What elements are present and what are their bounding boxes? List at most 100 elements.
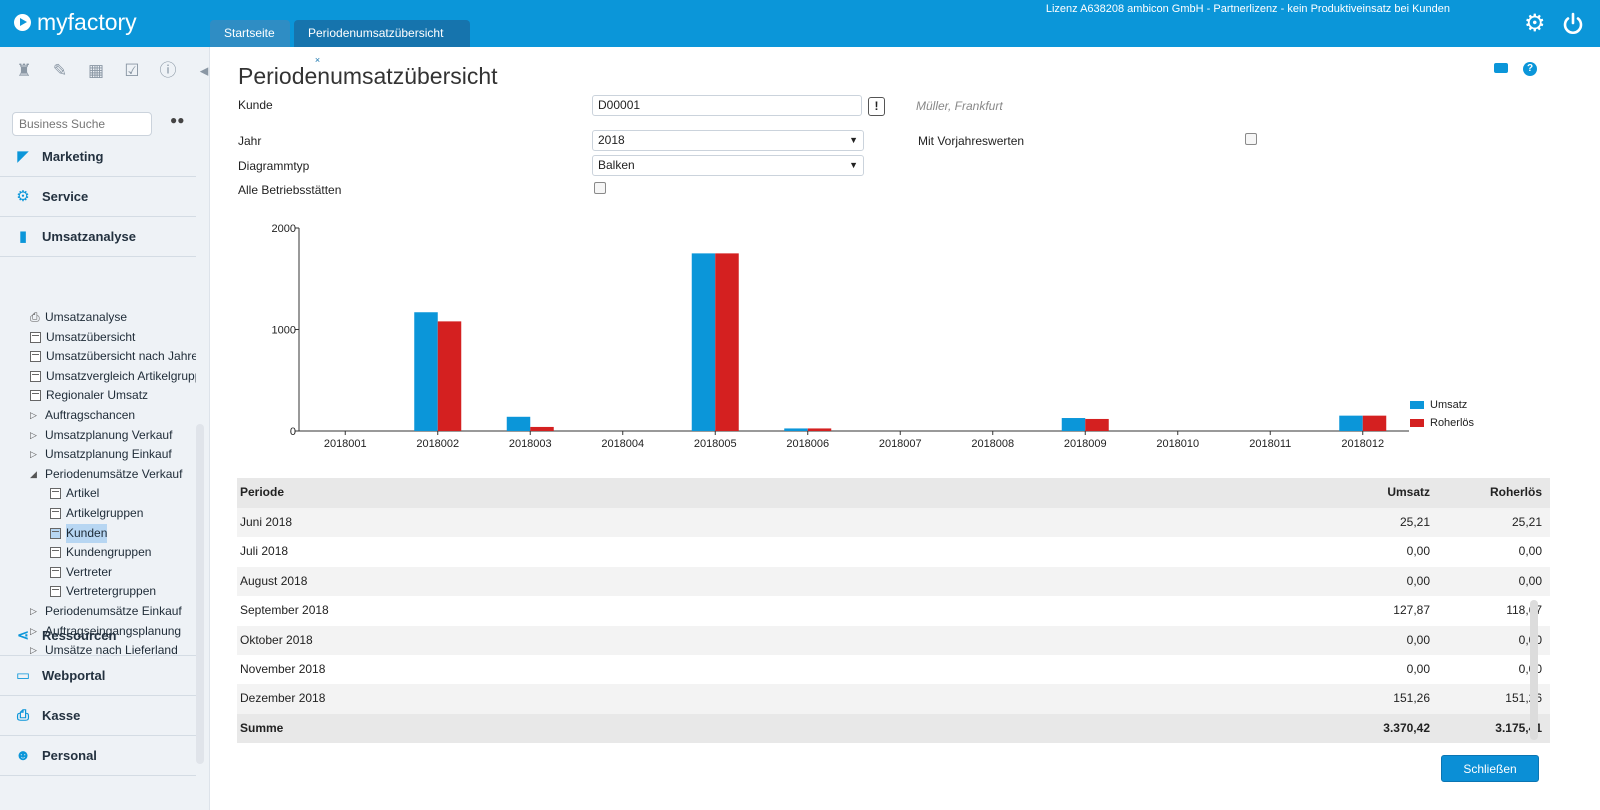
power-icon[interactable] (1561, 12, 1585, 36)
sidebar-section-label: Kasse (42, 708, 81, 723)
x-tick-label: 2018005 (694, 438, 737, 450)
app-logo[interactable]: myfactory (14, 9, 137, 36)
checklist-icon[interactable]: ☑ (124, 61, 140, 80)
tree-item-label: Umsatzplanung Verkauf (45, 427, 173, 442)
sidebar-tree-item[interactable]: ▷ Umsatzplanung Einkauf (30, 445, 196, 464)
bar-umsatz-2018003 (506, 416, 531, 431)
close-button[interactable]: Schließen (1441, 755, 1539, 782)
grid-view-icon (50, 586, 61, 598)
help-icon[interactable]: ? (1523, 62, 1537, 76)
tab-startseite[interactable]: Startseite (210, 20, 290, 47)
table-cell: August 2018 (240, 573, 308, 588)
vorjahr-checkbox[interactable] (1245, 133, 1257, 145)
sidebar-section-umsatzanalyse[interactable]: ▮ Umsatzanalyse (0, 217, 196, 257)
table-cell: September 2018 (240, 603, 329, 618)
sidebar-section-label: Ressourcen (42, 628, 117, 643)
tree-item-label: Regionaler Umsatz (46, 388, 149, 403)
table-row[interactable]: Juli 2018 0,00 0,00 (237, 537, 1550, 566)
tree-item-label: Kundengruppen (66, 545, 152, 560)
expand-triangle-icon[interactable]: ▷ (30, 410, 37, 420)
diagrammtyp-select[interactable]: Balken ▼ (592, 155, 864, 176)
expand-triangle-icon[interactable]: ▷ (30, 625, 37, 636)
info-icon[interactable]: ⓘ (159, 61, 177, 80)
expand-triangle-icon[interactable]: ▷ (30, 449, 37, 460)
table-row[interactable]: Dezember 2018 151,26 151,26 (237, 684, 1550, 714)
table-cell: Oktober 2018 (240, 632, 313, 647)
bar-roherlös-2018002 (437, 321, 462, 431)
table-row[interactable]: September 2018 127,87 118,67 (237, 596, 1550, 625)
mail-icon[interactable] (1494, 63, 1508, 73)
sidebar-tree-item[interactable]: ◢ Periodenumsätze Verkauf (30, 465, 196, 484)
y-tick-label: 2000 (272, 223, 296, 235)
sidebar-tree-item[interactable]: ▷ Auftragseingangsplanung (30, 622, 196, 641)
table-cell: Umsatz (1387, 485, 1430, 499)
collapse-left-icon[interactable]: ◂ (199, 61, 209, 80)
expand-triangle-icon[interactable]: ▷ (30, 645, 37, 656)
sidebar-section-label: Marketing (42, 149, 104, 164)
business-search-input[interactable] (12, 112, 152, 136)
logo-text: myfactory (37, 9, 137, 35)
tab-label: Startseite (224, 26, 275, 40)
sidebar-section-personal[interactable]: ☻ Personal (0, 736, 196, 776)
sidebar-section-marketing[interactable]: ◤ Marketing (0, 137, 196, 177)
betriebsstaetten-checkbox[interactable] (594, 182, 606, 194)
kunde-label: Kunde (238, 98, 273, 112)
expand-triangle-icon[interactable]: ▷ (30, 429, 37, 440)
table-row[interactable]: Oktober 20180,000,00 (237, 625, 1550, 655)
collapse-triangle-icon[interactable]: ◢ (30, 468, 37, 479)
calendar-icon[interactable]: ▦ (87, 61, 105, 80)
sidebar-section-kasse[interactable]: ⎙ Kasse (0, 696, 196, 736)
table-row[interactable]: November 20180,000,00 (237, 655, 1550, 684)
table-sum-row[interactable]: Summe 3.370,42 3.175,41 (237, 713, 1550, 744)
kunde-lookup-button[interactable]: ! (868, 97, 885, 116)
table-cell: Summe (240, 720, 284, 735)
bar-roherlös-2018005 (715, 253, 739, 431)
sidebar-section-webportal[interactable]: ▭ Webportal (0, 656, 196, 696)
x-tick-label: 2018006 (786, 438, 829, 450)
sidebar-tree-item[interactable]: Regionaler Umsatz (30, 386, 196, 405)
table-row[interactable]: August 2018 0,00 0,00 (237, 566, 1550, 597)
table-cell: 25,21 (1511, 515, 1542, 529)
tree-item-label: Auftragschancen (45, 408, 136, 422)
kunde-input[interactable]: D00001 (592, 95, 862, 116)
grid-view-icon (30, 370, 41, 382)
jahr-select[interactable]: 2018 ▼ (592, 130, 864, 151)
sidebar-tree-item[interactable]: Umsatzvergleich Artikelgruppen (30, 367, 196, 386)
sidebar-section-ressourcen[interactable]: ⋖ Ressourcen (0, 616, 196, 656)
sidebar-tree-item[interactable]: ▷ Periodenumsätze Einkauf (30, 602, 196, 621)
sidebar-tree-item[interactable]: ▷ Auftragschancen (30, 406, 196, 425)
sidebar-scrollbar[interactable] (196, 424, 204, 764)
sidebar-tree-item[interactable]: Umsatzübersicht (30, 328, 196, 347)
close-tab-icon[interactable]: × (312, 55, 323, 67)
tab-periodenumsatzuebersicht[interactable]: Periodenumsatzübersicht × (294, 20, 470, 67)
bottle-icon[interactable]: ♜ (16, 61, 32, 80)
eraser-icon[interactable]: ✎ (52, 61, 68, 80)
sidebar-tree-item[interactable]: ▷ Umsatzplanung Verkauf (30, 426, 196, 445)
search-options-icon[interactable]: ●● (170, 113, 185, 127)
grid-view-icon (30, 390, 41, 402)
table-scrollbar[interactable] (1530, 600, 1538, 740)
sidebar-tree-item[interactable]: ▷ Umsätze nach Lieferland (30, 641, 196, 660)
tree-item-label: Umsatzübersicht (46, 329, 136, 344)
settings-gear-icon[interactable]: ⚙ (1524, 10, 1546, 37)
sidebar-tree-item[interactable]: Kunden (50, 523, 196, 543)
table-cell: Roherlös (1489, 485, 1542, 499)
sidebar-section-service[interactable]: ⚙ Service (0, 177, 196, 217)
sidebar-tree-item[interactable]: ⎙ Umsatzanalyse (30, 308, 196, 327)
sidebar-tree-item[interactable]: Kundengruppen (50, 543, 196, 562)
sidebar-tree-item[interactable]: Vertreter (50, 563, 196, 582)
sidebar-section-label: Webportal (42, 668, 106, 683)
sidebar-tree-item[interactable]: Artikel (50, 484, 196, 503)
table-cell: 0,00 (1406, 632, 1430, 647)
expand-triangle-icon[interactable]: ▷ (30, 606, 37, 616)
sidebar-tree-item[interactable]: Umsatzübersicht nach Jahren (30, 347, 196, 366)
tree-item-label: Umsätze nach Lieferland (45, 643, 178, 658)
sidebar-tree-item[interactable]: Vertretergruppen (50, 582, 196, 601)
grid-view-icon (50, 527, 61, 539)
table-row[interactable]: Juni 2018 25,21 25,21 (237, 508, 1550, 538)
legend-swatch (1410, 401, 1424, 409)
tree-item-label: Periodenumsätze Einkauf (45, 604, 182, 618)
gear-icon: ⚙ (16, 187, 30, 205)
bar-chart-icon: ▮ (18, 227, 28, 245)
sidebar-tree-item[interactable]: Artikelgruppen (50, 504, 196, 523)
